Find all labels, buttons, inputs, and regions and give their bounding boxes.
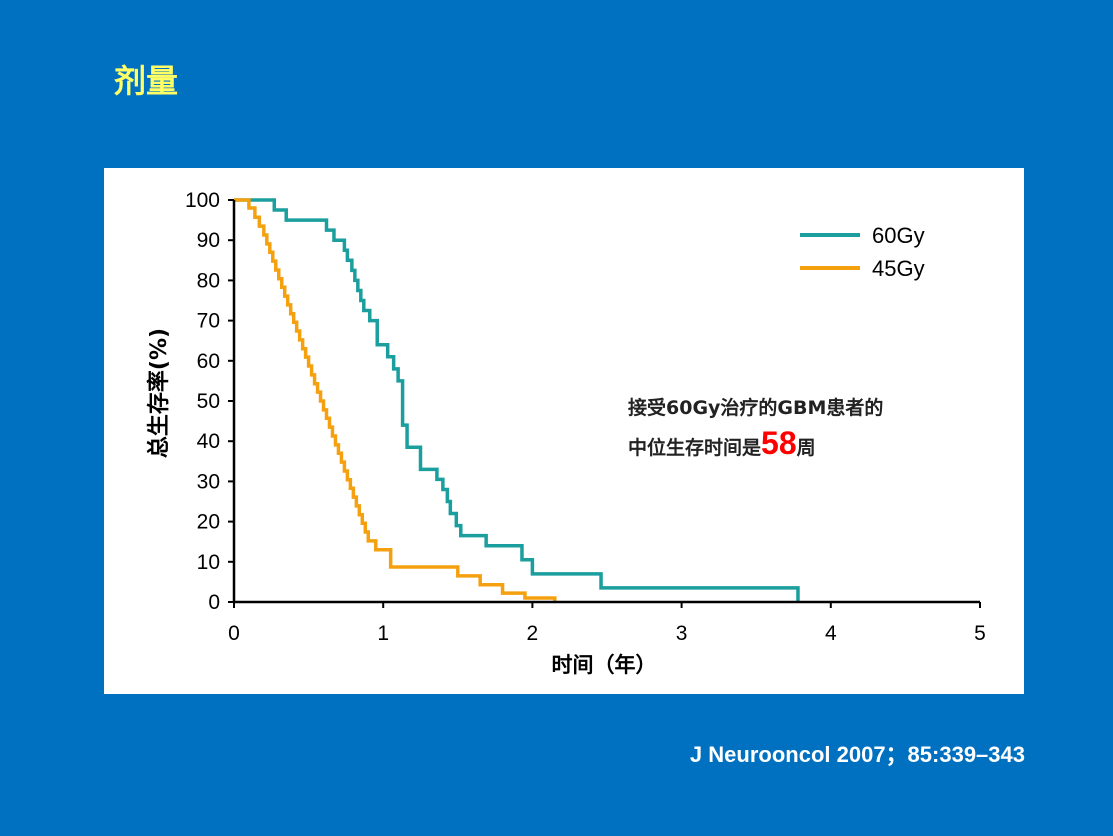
annotation-line2: 中位生存时间是58周 bbox=[628, 425, 816, 461]
y-tick-label: 40 bbox=[197, 430, 220, 453]
x-tick-label: 4 bbox=[825, 622, 837, 645]
survival-chart: 0 1 2 3 4 5 0 10 20 30 40 50 60 70 80 90 100 总生存率(%) 时间… bbox=[146, 189, 986, 677]
slide-title: 剂量 bbox=[114, 62, 179, 100]
annotation-line1: 接受60Gy治疗的GBM患者的 bbox=[628, 396, 883, 419]
series-line-45gy bbox=[234, 198, 557, 602]
y-axis-label: 总生存率(%) bbox=[146, 328, 172, 458]
y-tick-label: 90 bbox=[197, 229, 220, 252]
y-tick-label: 60 bbox=[197, 350, 220, 373]
citation: J Neurooncol 2007；85:339–343 bbox=[689, 742, 1025, 767]
x-tick-label: 0 bbox=[228, 622, 240, 645]
y-tick-label: 30 bbox=[197, 470, 220, 493]
x-tick-label: 1 bbox=[377, 622, 389, 645]
legend: 60Gy 45Gy bbox=[800, 223, 925, 281]
series-line-60gy bbox=[234, 198, 800, 602]
y-tick-label: 100 bbox=[185, 189, 220, 212]
annotation-line2-suffix: 周 bbox=[797, 437, 816, 459]
x-ticks: 0 1 2 3 4 5 bbox=[228, 602, 986, 645]
legend-label-45gy: 45Gy bbox=[872, 256, 925, 281]
x-tick-label: 2 bbox=[527, 622, 539, 645]
y-tick-label: 50 bbox=[197, 390, 220, 413]
annotation-line2-prefix: 中位生存时间是 bbox=[628, 436, 761, 459]
y-tick-label: 80 bbox=[197, 269, 220, 292]
annotation-median-value: 58 bbox=[761, 425, 797, 461]
series-layer bbox=[234, 198, 800, 602]
x-axis-label: 时间（年） bbox=[552, 653, 657, 677]
x-tick-label: 5 bbox=[974, 622, 986, 645]
legend-label-60gy: 60Gy bbox=[872, 223, 925, 248]
y-tick-label: 0 bbox=[208, 591, 220, 614]
y-tick-label: 10 bbox=[197, 551, 220, 574]
annotation: 接受60Gy治疗的GBM患者的 中位生存时间是58周 bbox=[628, 396, 883, 461]
y-tick-label: 20 bbox=[197, 511, 220, 534]
y-ticks: 0 10 20 30 40 50 60 70 80 90 100 bbox=[185, 189, 234, 614]
x-tick-label: 3 bbox=[676, 622, 688, 645]
y-tick-label: 70 bbox=[197, 310, 220, 333]
chart-panel: 0 1 2 3 4 5 0 10 20 30 40 50 60 70 80 90 100 总生存率(%) 时间… bbox=[104, 168, 1024, 694]
